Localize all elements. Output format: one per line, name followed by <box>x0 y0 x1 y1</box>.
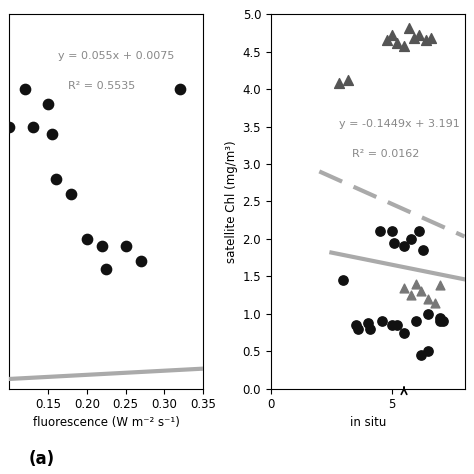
Point <box>99 243 106 250</box>
Point <box>29 123 36 130</box>
Point <box>102 265 110 273</box>
Point <box>122 243 129 250</box>
Point <box>400 284 408 292</box>
Text: R² = 0.5535: R² = 0.5535 <box>68 81 135 91</box>
Point <box>345 76 352 84</box>
Point <box>21 85 29 93</box>
Point <box>422 36 429 44</box>
Point <box>400 42 408 49</box>
Point <box>415 31 422 39</box>
Point <box>427 35 435 42</box>
Point <box>410 35 418 42</box>
Point <box>415 228 422 235</box>
Point <box>400 329 408 337</box>
Text: y = 0.055x + 0.0075: y = 0.055x + 0.0075 <box>58 51 174 61</box>
Point <box>393 39 401 46</box>
Point <box>340 276 347 284</box>
Point <box>419 246 427 254</box>
Point <box>45 100 52 108</box>
Point <box>6 123 13 130</box>
Y-axis label: satellite Chl (mg/m³): satellite Chl (mg/m³) <box>225 140 238 263</box>
Point <box>48 130 56 138</box>
Point <box>424 310 432 318</box>
Point <box>417 351 425 359</box>
Point <box>354 325 362 333</box>
Point <box>383 36 391 44</box>
Point <box>437 282 444 289</box>
Text: y = -0.1449x + 3.191: y = -0.1449x + 3.191 <box>338 118 459 128</box>
Point <box>364 319 372 327</box>
Text: (a): (a) <box>29 449 55 467</box>
Point <box>437 318 444 325</box>
Point <box>83 235 91 243</box>
Point <box>405 24 413 31</box>
Point <box>400 243 408 250</box>
Point <box>388 228 396 235</box>
X-axis label: in situ: in situ <box>349 416 386 428</box>
Point <box>432 299 439 306</box>
Point <box>437 314 444 321</box>
X-axis label: fluorescence (W m⁻² s⁻¹): fluorescence (W m⁻² s⁻¹) <box>33 416 180 428</box>
Point <box>335 79 342 87</box>
Point <box>408 291 415 299</box>
Point <box>412 280 420 288</box>
Point <box>388 31 396 39</box>
Point <box>424 347 432 355</box>
Point <box>412 318 420 325</box>
Point <box>68 190 75 198</box>
Point <box>352 321 359 329</box>
Point <box>388 321 396 329</box>
Point <box>137 257 145 265</box>
Point <box>424 295 432 302</box>
Point <box>393 321 401 329</box>
Point <box>391 239 398 246</box>
Point <box>417 288 425 295</box>
Point <box>376 228 383 235</box>
Point <box>366 325 374 333</box>
Point <box>52 175 60 183</box>
Text: R² = 0.0162: R² = 0.0162 <box>352 148 419 158</box>
Point <box>439 318 447 325</box>
Point <box>378 318 386 325</box>
Point <box>176 85 183 93</box>
Point <box>408 235 415 243</box>
